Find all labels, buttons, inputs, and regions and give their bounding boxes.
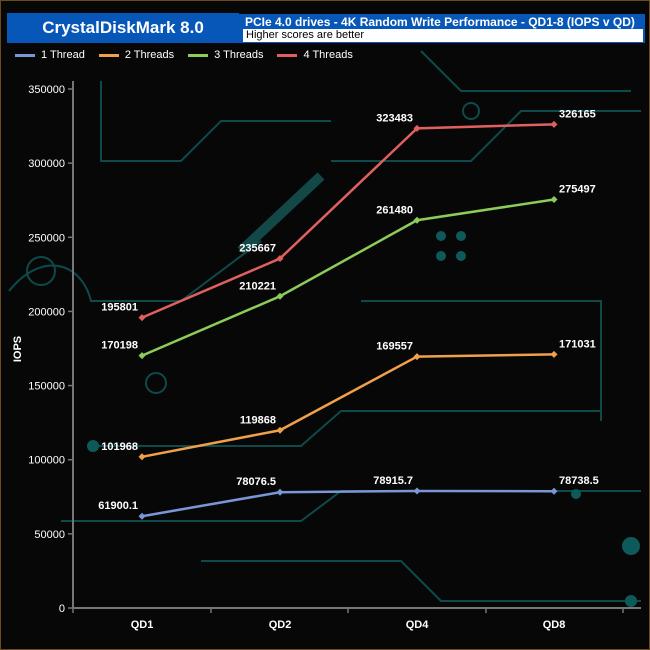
- x-tick-label: QD2: [269, 619, 292, 631]
- data-label: 119868: [240, 414, 276, 426]
- data-label: 78738.5: [559, 475, 599, 487]
- y-tick-label: 300000: [28, 158, 65, 170]
- x-tick-label: QD8: [543, 619, 566, 631]
- y-tick-label: 200000: [28, 306, 65, 318]
- data-label: 171031: [559, 338, 596, 350]
- legend-item-4-threads: 4 Threads: [277, 49, 353, 61]
- series-line-3: [141, 198, 555, 357]
- legend: 1 Thread 2 Threads 3 Threads 4 Threads: [15, 49, 353, 61]
- data-point: [276, 426, 284, 434]
- legend-label: 2 Threads: [124, 49, 175, 61]
- data-label: 78076.5: [236, 476, 276, 488]
- legend-label: 1 Thread: [41, 49, 85, 61]
- data-label: 235667: [239, 243, 276, 255]
- chart-title: CrystalDiskMark 8.0: [7, 13, 239, 43]
- data-label: 210221: [239, 280, 276, 292]
- legend-item-3-threads: 3 Threads: [188, 49, 263, 61]
- y-tick-label: 250000: [28, 232, 65, 244]
- y-axis-label: IOPS: [12, 336, 24, 362]
- data-point: [138, 352, 146, 360]
- series-line-2: [141, 353, 555, 459]
- data-point: [413, 487, 421, 495]
- legend-swatch: [188, 53, 209, 57]
- legend-item-2-threads: 2 Threads: [98, 49, 175, 61]
- series-line-4: [141, 123, 555, 319]
- data-label: 78915.7: [373, 475, 413, 487]
- data-point: [413, 124, 421, 132]
- data-label: 101968: [101, 441, 138, 453]
- legend-label: 4 Threads: [303, 49, 353, 61]
- legend-item-1-thread: 1 Thread: [15, 49, 85, 61]
- data-point: [550, 350, 558, 358]
- series-line-1: [141, 489, 555, 518]
- y-tick-label: 100000: [28, 455, 65, 467]
- data-point: [413, 353, 421, 361]
- data-point: [550, 195, 558, 203]
- data-label: 170198: [101, 340, 138, 352]
- y-tick-label: 50000: [34, 529, 65, 541]
- data-point: [138, 512, 146, 520]
- data-point: [138, 314, 146, 322]
- x-tick-label: QD1: [131, 619, 154, 631]
- legend-label: 3 Threads: [214, 49, 264, 61]
- data-label: 195801: [101, 302, 138, 314]
- chart-note: Higher scores are better: [243, 29, 643, 42]
- data-label: 169557: [376, 341, 413, 353]
- data-label: 323483: [376, 112, 413, 124]
- data-point: [550, 487, 558, 495]
- data-label: 275497: [559, 183, 596, 195]
- data-point: [138, 453, 146, 461]
- data-point: [276, 292, 284, 300]
- chart-subtitle: PCIe 4.0 drives - 4K Random Write Perfor…: [245, 15, 635, 29]
- legend-swatch: [98, 53, 119, 57]
- data-point: [550, 120, 558, 128]
- legend-swatch: [277, 53, 298, 57]
- data-point: [413, 216, 421, 224]
- data-point: [276, 255, 284, 263]
- y-tick-label: 350000: [28, 84, 65, 96]
- data-label: 61900.1: [98, 500, 138, 512]
- data-label: 261480: [376, 204, 413, 216]
- legend-swatch: [15, 53, 35, 57]
- y-tick-label: 150000: [28, 381, 65, 393]
- y-tick-label: 0: [59, 603, 65, 615]
- x-tick-label: QD4: [406, 619, 430, 631]
- data-point: [276, 488, 284, 496]
- data-label: 326165: [559, 108, 596, 120]
